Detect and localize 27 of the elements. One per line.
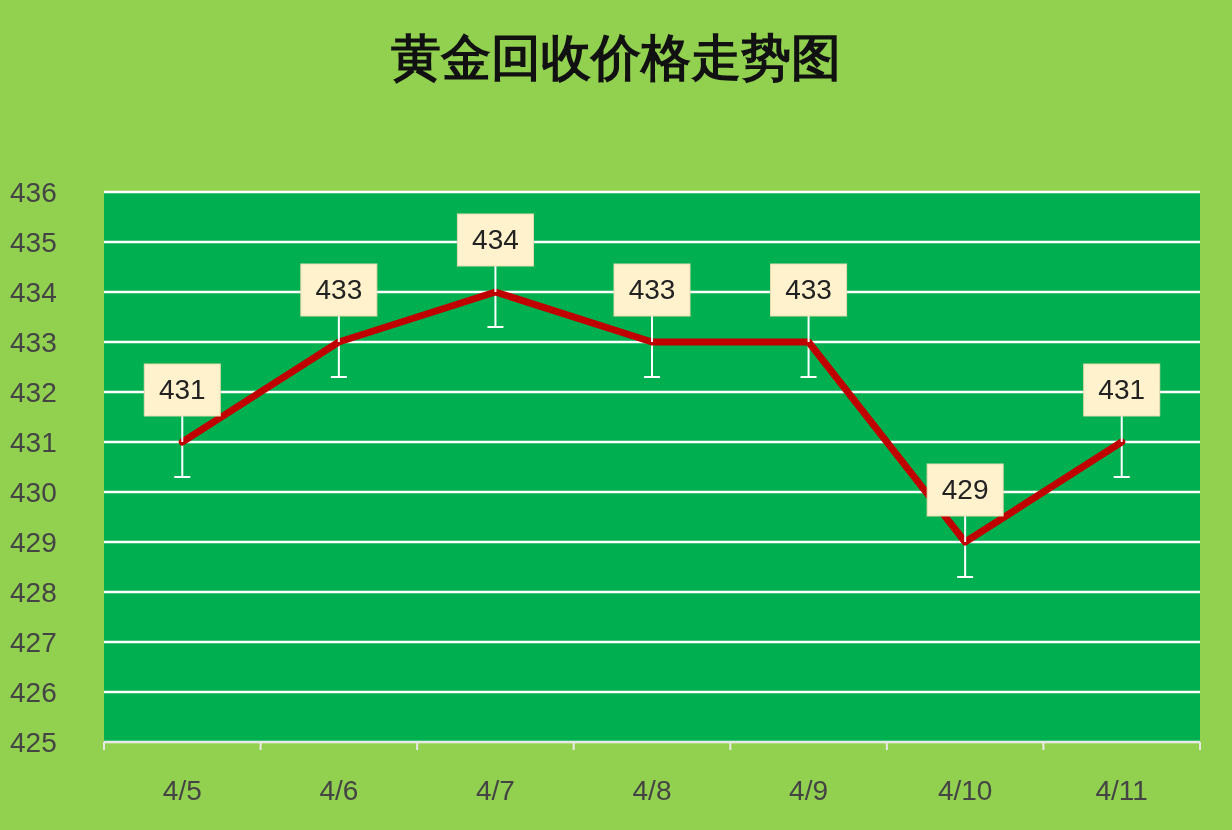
- y-tick-label: 427: [10, 627, 57, 658]
- data-label: 433: [315, 274, 363, 305]
- x-tick-label: 4/10: [937, 775, 993, 806]
- data-label: 433: [628, 274, 676, 305]
- y-tick-label: 432: [10, 377, 57, 408]
- y-tick-label: 429: [10, 527, 57, 558]
- x-tick-label: 4/7: [475, 775, 515, 806]
- data-label: 429: [941, 474, 989, 505]
- x-tick-label: 4/6: [319, 775, 359, 806]
- x-tick-label: 4/9: [789, 775, 829, 806]
- y-tick-label: 434: [10, 277, 57, 308]
- data-label: 434: [472, 224, 519, 255]
- y-tick-label: 426: [10, 677, 57, 708]
- data-label: 431: [158, 374, 206, 405]
- y-tick-label: 435: [10, 227, 57, 258]
- chart-title: 黄金回收价格走势图: [391, 28, 841, 87]
- y-tick-label: 436: [10, 177, 57, 208]
- y-tick-label: 433: [10, 327, 57, 358]
- x-tick-label: 4/8: [632, 775, 672, 806]
- x-tick-label: 4/5: [162, 775, 202, 806]
- y-tick-label: 431: [10, 427, 57, 458]
- data-label: 433: [785, 274, 832, 305]
- y-tick-label: 425: [10, 727, 57, 758]
- y-tick-label: 428: [10, 577, 57, 608]
- x-tick-label: 4/11: [1095, 775, 1148, 806]
- y-tick-label: 430: [10, 477, 57, 508]
- data-label: 431: [1098, 374, 1146, 405]
